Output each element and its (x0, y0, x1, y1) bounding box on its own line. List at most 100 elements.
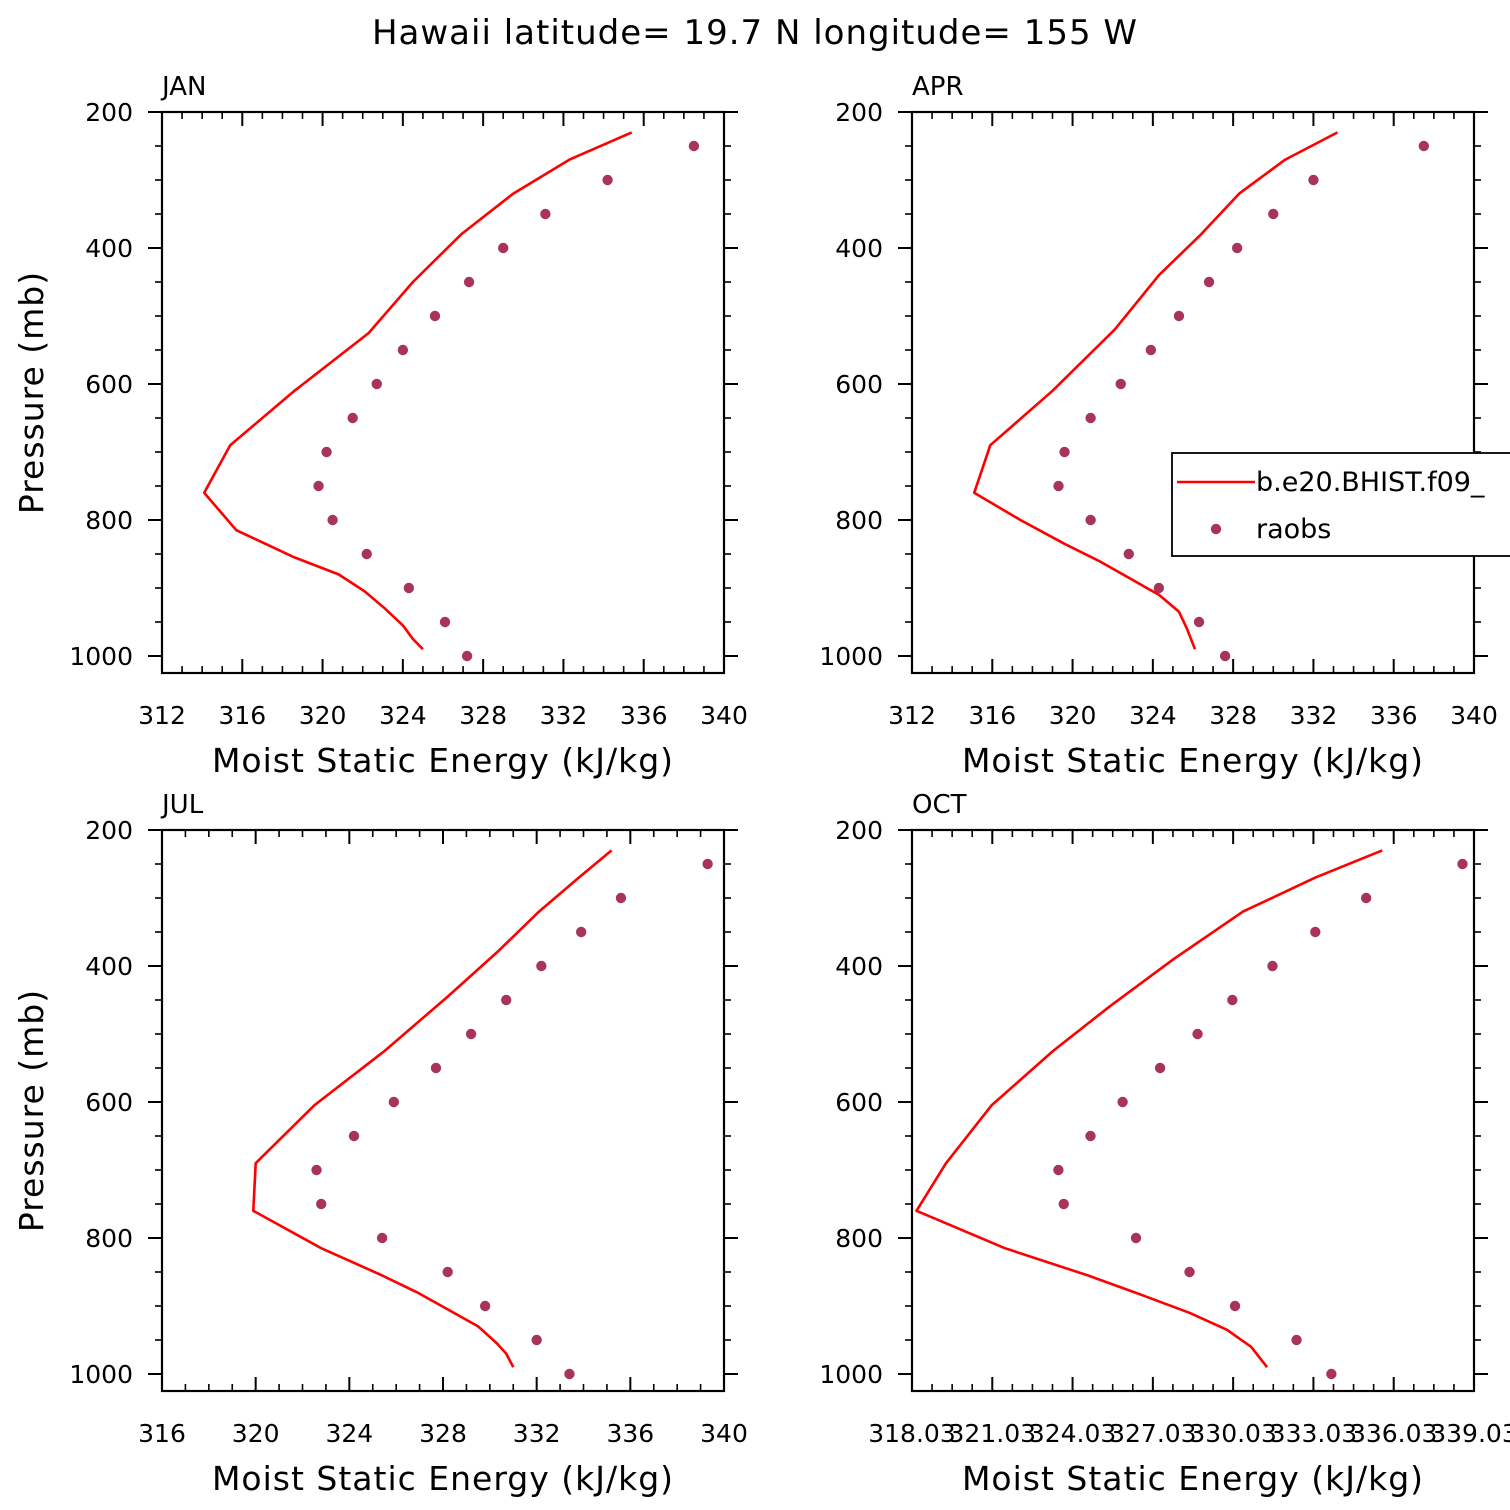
y-tick-label: 200 (85, 816, 133, 845)
x-tick-label: 318.03 (868, 1419, 955, 1448)
raobs-point (1192, 1028, 1203, 1040)
raobs-point (575, 926, 587, 938)
x-tick-label: 320 (1049, 701, 1097, 730)
raobs-point (1117, 1096, 1128, 1108)
raobs-point (540, 208, 551, 220)
raobs-point (1053, 480, 1064, 492)
raobs-point (1229, 1300, 1241, 1312)
y-tick-label: 600 (85, 1088, 133, 1117)
x-tick-label: 340 (700, 1419, 748, 1448)
figure-title: Hawaii latitude= 19.7 N longitude= 155 W (372, 13, 1138, 53)
x-tick-label: 324.03 (1029, 1419, 1116, 1448)
raobs-point (688, 140, 700, 152)
panel-title: JUL (160, 790, 204, 820)
panel-title: JAN (160, 72, 206, 102)
x-tick-label: 321.03 (949, 1419, 1036, 1448)
y-tick-label: 600 (85, 370, 133, 399)
x-tick-label: 336 (606, 1419, 654, 1448)
raobs-point (1184, 1266, 1195, 1278)
y-tick-label: 600 (835, 370, 883, 399)
x-tick-label: 316 (218, 701, 266, 730)
raobs-point (1267, 960, 1278, 972)
plot-frame (160, 110, 726, 675)
x-tick-label: 328 (419, 1419, 467, 1448)
y-tick-label: 400 (835, 234, 883, 263)
raobs-point (1291, 1334, 1302, 1346)
panel-apr: APR 312 316 320 324 328 332 336 340 200 400 600 800 1… (819, 72, 1497, 780)
raobs-point (376, 1232, 388, 1244)
y-tick-label: 600 (835, 1088, 883, 1117)
panel-jul: JUL 316 320 324 328 332 336 340 200 400 600 800 1000… (12, 790, 748, 1498)
raobs-point (311, 1164, 322, 1176)
y-tick-label: 400 (85, 234, 133, 263)
y-tick-label: 1000 (819, 1360, 883, 1389)
y-tick-label: 200 (85, 98, 133, 127)
raobs-point (371, 378, 382, 390)
x-tick-label: 328 (1209, 701, 1257, 730)
y-tick-label: 800 (835, 506, 883, 535)
x-tick-label: 316 (968, 701, 1016, 730)
x-tick-label: 336.03 (1350, 1419, 1437, 1448)
raobs-point (1326, 1368, 1337, 1380)
raobs-point (1058, 1198, 1069, 1210)
legend-marker-swatch (1210, 523, 1222, 535)
raobs-point (430, 1062, 442, 1074)
raobs-point (531, 1334, 542, 1346)
raobs-point (348, 1130, 360, 1142)
raobs-point (429, 310, 441, 322)
raobs-point (313, 480, 324, 492)
raobs-point (1227, 994, 1238, 1006)
raobs-point (442, 1266, 453, 1278)
x-axis-label: Moist Static Energy (kJ/kg) (212, 1459, 674, 1498)
raobs-point (498, 242, 509, 254)
y-tick-label: 400 (85, 952, 133, 981)
legend-label-raobs: raobs (1256, 514, 1331, 545)
legend-box (1171, 452, 1510, 557)
raobs-point (321, 446, 332, 458)
panels: JAN 312 316 320 324 328 332 336 340 200 400 600 800 1… (12, 72, 1510, 1498)
panel-title: OCT (912, 790, 967, 820)
raobs-point (1053, 1164, 1064, 1176)
x-tick-label: 320 (299, 701, 347, 730)
panel-jan: JAN 312 316 320 324 328 332 336 340 200 400 600 800 1… (12, 72, 748, 780)
x-tick-label: 316 (138, 1419, 186, 1448)
x-tick-label: 333.03 (1270, 1419, 1357, 1448)
y-tick-label: 800 (835, 1224, 883, 1253)
raobs-point (327, 514, 338, 526)
y-tick-label: 200 (835, 816, 883, 845)
x-axis-label: Moist Static Energy (kJ/kg) (962, 741, 1424, 780)
plot-frame (910, 828, 1476, 1393)
raobs-point (1308, 174, 1319, 186)
x-tick-label: 328 (459, 701, 507, 730)
y-tick-label: 1000 (69, 642, 133, 671)
raobs-point (1268, 208, 1279, 220)
raobs-point (439, 616, 451, 628)
model-line (252, 849, 613, 1368)
raobs-point (1123, 548, 1134, 560)
raobs-point (501, 994, 512, 1006)
x-tick-label: 336 (1370, 701, 1418, 730)
raobs-point (1130, 1232, 1142, 1244)
raobs-point (465, 1028, 477, 1040)
raobs-point (615, 892, 627, 904)
raobs-point (361, 548, 372, 560)
y-tick-label: 400 (835, 952, 883, 981)
y-tick-label: 800 (85, 1224, 133, 1253)
model-line (972, 131, 1339, 650)
y-tick-label: 1000 (69, 1360, 133, 1389)
y-tick-label: 1000 (819, 642, 883, 671)
x-axis-label: Moist Static Energy (kJ/kg) (212, 741, 674, 780)
x-tick-label: 324 (325, 1419, 373, 1448)
x-tick-label: 327.03 (1109, 1419, 1196, 1448)
raobs-point (1193, 616, 1205, 628)
x-tick-label: 324 (1129, 701, 1177, 730)
x-tick-label: 340 (700, 701, 748, 730)
raobs-point (316, 1198, 327, 1210)
panel-oct: OCT318.03321.03324.03327.03330.03333.033… (819, 790, 1510, 1498)
raobs-point (347, 412, 358, 424)
model-line (915, 849, 1383, 1369)
raobs-point (1145, 344, 1157, 356)
x-tick-label: 324 (379, 701, 427, 730)
x-tick-label: 332 (1290, 701, 1338, 730)
raobs-point (479, 1300, 491, 1312)
